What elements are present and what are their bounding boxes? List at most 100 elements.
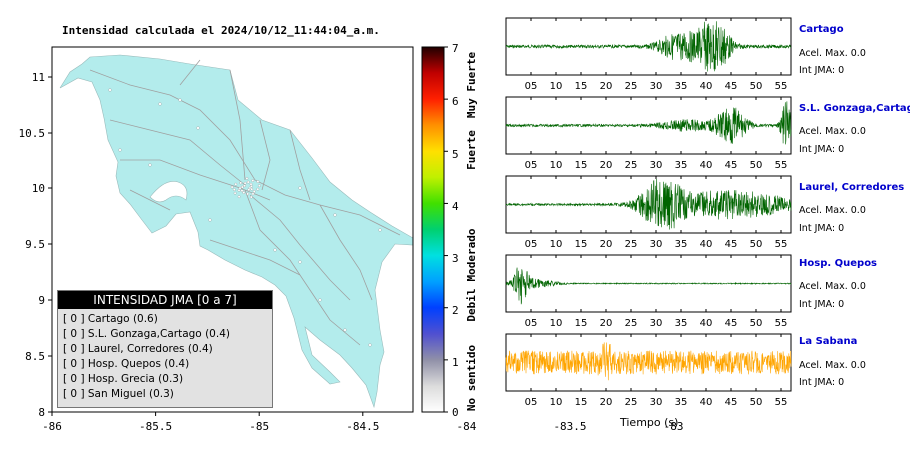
waveform-line [505, 267, 792, 305]
x-tick-label: 50 [750, 160, 763, 171]
station-int: Int JMA: 0 [799, 377, 845, 388]
waveform-panel: 05 10 15 20 25 30 35 40 45 50 55 [505, 96, 792, 171]
city-dot [242, 191, 246, 194]
y-tick-label: 9 [38, 294, 45, 307]
x-tick-label: 10 [550, 239, 563, 250]
colorbar-tick: 6 [452, 95, 459, 108]
x-tick-label: 45 [725, 397, 738, 408]
city-dot [243, 181, 247, 185]
station-int: Int JMA: 0 [799, 223, 845, 234]
city-dot [233, 191, 237, 195]
colorbar-tick: 5 [452, 148, 459, 161]
x-tick-label: 20 [600, 239, 613, 250]
road-line [89, 69, 401, 236]
y-tick-label: 11 [32, 71, 45, 84]
road-line [129, 189, 171, 211]
city-dot [273, 248, 277, 252]
colorbar-label-no-sentido: No sentido [465, 344, 478, 412]
x-tick-label: 20 [600, 81, 613, 92]
legend-header: INTENSIDAD JMA [0 a 7] [58, 291, 272, 309]
x-tick-label: 55 [775, 397, 788, 408]
x-tick-label: -86 [42, 420, 62, 433]
x-tick-label: 50 [750, 81, 763, 92]
station-int: Int JMA: 0 [799, 144, 845, 155]
x-tick-label: 15 [575, 160, 588, 171]
legend-item: [ 0 ] Cartago (0.6) [63, 313, 158, 325]
road-line [120, 159, 271, 201]
road-line [319, 204, 373, 301]
x-tick-label: -85 [249, 420, 269, 433]
x-tick-label: 40 [700, 318, 713, 329]
city-dot [240, 185, 244, 189]
x-tick-label: 40 [700, 81, 713, 92]
station-acel: Acel. Max. 0.0 [799, 126, 866, 137]
x-tick-label: 30 [650, 318, 663, 329]
x-tick-label: -84.5 [346, 420, 379, 433]
x-tick-label: 45 [725, 81, 738, 92]
x-tick-label: 10 [550, 318, 563, 329]
colorbar-tick: 0 [452, 406, 459, 419]
x-tick-label: 10 [550, 397, 563, 408]
city-dot [230, 185, 234, 189]
waveform-panel: 05 10 15 20 25 30 35 40 45 50 55 [505, 254, 792, 329]
colorbar-tick: 2 [452, 304, 459, 317]
x-tick-label: 35 [675, 81, 688, 92]
waveform-line [505, 101, 792, 145]
x-tick-label: -83.5 [553, 420, 586, 433]
city-dot [243, 184, 246, 188]
x-tick-label: 20 [600, 318, 613, 329]
city-dot [247, 188, 251, 192]
station-acel: Acel. Max. 0.0 [799, 205, 866, 216]
intensity-colorbar [421, 46, 445, 413]
x-tick-label: 25 [625, 239, 638, 250]
city-dot [333, 213, 337, 217]
city-dot [148, 163, 152, 167]
x-tick-label: 10 [550, 160, 563, 171]
station-name: Laurel, Corredores [799, 182, 905, 193]
x-tick-label: 35 [675, 160, 688, 171]
map-title: Intensidad calculada el 2024/10/12_11:44… [62, 24, 380, 37]
x-tick-label: 05 [525, 318, 538, 329]
x-tick-label: 55 [775, 318, 788, 329]
map-axes: -86 -85.5 -85 -84.5 -84 -83.5 -831110.5109.598… [19, 46, 684, 433]
colorbar-tick: 4 [452, 200, 459, 213]
city-dot [256, 187, 260, 191]
city-dot [208, 218, 212, 222]
map-frame [51, 46, 414, 413]
x-tick-label: 40 [700, 397, 713, 408]
city-dot [240, 189, 244, 193]
city-dot [250, 185, 253, 188]
y-tick-label: 8.5 [25, 350, 45, 363]
road-line [259, 119, 271, 191]
city-dot [368, 343, 372, 347]
colorbar-tick: 7 [452, 42, 459, 55]
station-acel: Acel. Max. 0.0 [799, 281, 866, 292]
city-dot [343, 328, 347, 332]
y-tick-label: 8 [38, 406, 45, 419]
x-tick-label: 35 [675, 318, 688, 329]
station-name: Cartago [799, 24, 844, 35]
x-tick-label: 30 [650, 239, 663, 250]
road-line [289, 129, 311, 201]
x-tick-label: 25 [625, 160, 638, 171]
x-tick-label: 35 [675, 397, 688, 408]
city-dot [196, 126, 200, 130]
x-tick-label: 10 [550, 81, 563, 92]
x-tick-label: 55 [775, 81, 788, 92]
x-tick-label: 15 [575, 81, 588, 92]
city-dot [258, 184, 261, 188]
x-tick-label: 40 [700, 160, 713, 171]
x-tick-label: 25 [625, 318, 638, 329]
x-tick-label: 30 [650, 160, 663, 171]
x-tick-label: 55 [775, 239, 788, 250]
x-tick-label: 35 [675, 239, 688, 250]
x-tick-label: 45 [725, 160, 738, 171]
city-dot [256, 180, 260, 183]
station-name: Hosp. Quepos [799, 258, 878, 269]
x-tick-label: 20 [600, 160, 613, 171]
legend-item: [ 0 ] Hosp. Quepos (0.4) [63, 358, 190, 370]
x-tick-label: 15 [575, 318, 588, 329]
road-line [249, 194, 351, 301]
road-line [229, 69, 246, 181]
